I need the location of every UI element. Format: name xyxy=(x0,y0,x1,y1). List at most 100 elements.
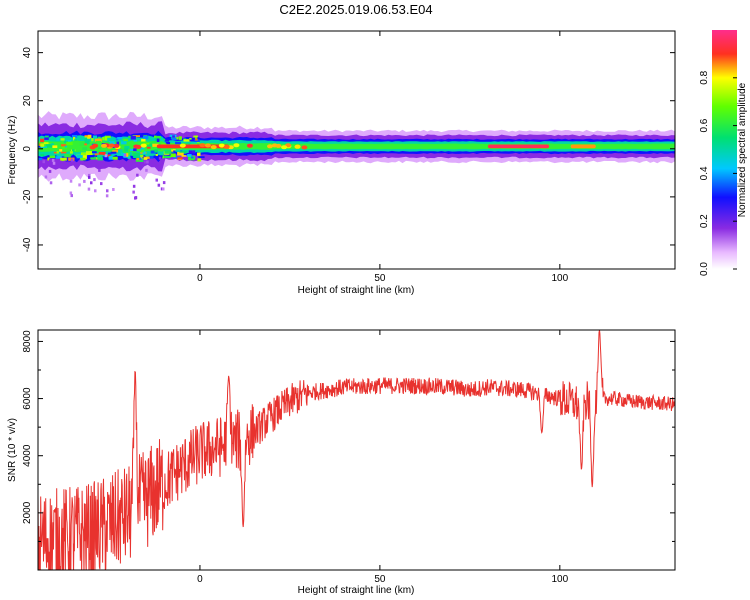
spectrogram-speckle xyxy=(60,151,67,154)
spectrogram-speckle xyxy=(133,148,137,152)
snr-frame-bg xyxy=(38,330,675,570)
snr-ytick-label: 8000 xyxy=(22,330,33,353)
spectrogram-speckle xyxy=(117,137,123,140)
spectrogram-speckle xyxy=(144,142,150,145)
spectrogram-speckle xyxy=(192,150,196,154)
spectrogram-outlier xyxy=(105,194,109,198)
spectrogram-hotspot xyxy=(210,145,217,150)
spectrogram-speckle xyxy=(182,150,187,154)
spectrogram-speckle xyxy=(108,156,113,160)
spectrogram-hotspot xyxy=(294,144,301,149)
spectrogram-hotspot xyxy=(92,143,99,148)
spectrogram-hotspot xyxy=(108,143,115,148)
spectrogram-speckle xyxy=(124,145,130,150)
spectrogram-speckle xyxy=(136,156,140,161)
spectrogram-outlier xyxy=(70,158,74,162)
snr-frame xyxy=(37,329,676,571)
spectrogram-speckle xyxy=(56,137,60,141)
snr-ytick-label: 4000 xyxy=(22,444,33,467)
colorbar-tick-label: 0.6 xyxy=(699,118,710,132)
spectrogram-speckle xyxy=(176,147,182,150)
spectrogram-panel: 0 50 100 -40 -20 0 20 40 Height of straight lin… xyxy=(7,30,676,296)
spectrogram-xtick-label: 50 xyxy=(374,273,386,284)
spectrogram-speckle xyxy=(177,157,182,161)
spectrogram-speckle xyxy=(59,149,63,152)
spectrogram-outlier xyxy=(78,183,81,187)
spectrogram-speckle xyxy=(76,155,83,159)
spectrogram-speckle xyxy=(82,155,87,160)
spectrogram-outlier xyxy=(132,184,136,188)
spectrogram-speckle xyxy=(125,153,129,157)
spectrogram-speckle xyxy=(177,152,184,156)
spectrogram-speckle xyxy=(60,138,65,141)
spectrogram-speckle xyxy=(97,157,104,161)
spectrogram-speckle xyxy=(107,152,112,155)
spectrogram-speckle xyxy=(183,139,190,142)
spectrogram-speckle xyxy=(140,147,145,151)
snr-xtick-label: 100 xyxy=(551,574,568,585)
spectrogram-speckle xyxy=(79,142,85,146)
spectrogram-speckle xyxy=(190,156,194,159)
spectrogram-speckle xyxy=(140,158,144,162)
spectrogram-speckle xyxy=(197,152,201,156)
spectrogram-outlier xyxy=(162,181,166,185)
spectrogram-hotspot xyxy=(246,143,253,148)
spectrogram-hotspot xyxy=(113,143,120,148)
spectrogram-speckle xyxy=(84,136,90,139)
spectrogram-speckle xyxy=(45,135,49,138)
spectrogram-speckle xyxy=(191,140,197,144)
spectrogram-speckle xyxy=(97,154,103,159)
spectrogram-speckle xyxy=(55,156,62,159)
spectrogram-outlier xyxy=(83,179,86,183)
spectrogram-outlier xyxy=(123,153,127,157)
spectrogram-bright-segment xyxy=(487,144,550,149)
spectrogram-speckle xyxy=(71,149,75,152)
spectrogram-speckle xyxy=(90,157,96,160)
spectrogram-speckle xyxy=(95,140,102,143)
spectrogram-outlier xyxy=(162,187,165,191)
spectrogram-speckle xyxy=(110,151,117,154)
spectrogram-hotspot xyxy=(101,143,107,148)
spectrogram-speckle xyxy=(85,151,93,155)
spectrogram-speckle xyxy=(94,156,97,160)
spectrogram-speckle xyxy=(172,135,175,138)
spectrogram-outlier xyxy=(157,183,161,187)
spectrogram-speckle xyxy=(47,157,51,161)
spectrogram-speckle xyxy=(84,143,87,146)
spectrogram-speckle xyxy=(162,155,165,159)
spectrogram-speckle xyxy=(171,137,177,141)
spectrogram-outlier xyxy=(42,160,45,164)
spectrogram-speckle xyxy=(102,136,105,141)
spectrogram-speckle xyxy=(175,141,181,145)
spectrogram-speckle xyxy=(80,152,87,156)
colorbar-tick-label: 0.8 xyxy=(699,70,710,84)
spectrogram-speckle xyxy=(53,151,57,154)
spectrogram-speckle xyxy=(64,140,68,143)
spectrogram-speckle xyxy=(84,140,90,145)
spectrogram-outlier xyxy=(49,158,52,162)
spectrogram-speckle xyxy=(154,135,157,138)
spectrogram-speckle xyxy=(74,138,77,141)
spectrogram-speckle xyxy=(143,157,148,160)
spectrogram-outlier xyxy=(69,179,73,183)
spectrogram-speckle xyxy=(98,147,101,149)
spectrogram-speckle xyxy=(177,157,183,159)
spectrogram-outlier xyxy=(51,158,55,162)
spectrogram-speckle xyxy=(105,135,111,138)
spectrogram-hotspot xyxy=(218,143,225,148)
spectrogram-speckle xyxy=(170,153,176,158)
spectrogram-speckle xyxy=(97,136,101,139)
spectrogram-hotspot xyxy=(140,143,147,148)
snr-panel: 0 50 100 2000 4000 6000 8000 Height of straigh… xyxy=(7,329,676,596)
spectrogram-speckle xyxy=(156,138,160,142)
spectrogram-band-layer xyxy=(38,140,675,153)
snr-xlabel: Height of straight line (km) xyxy=(298,585,415,596)
colorbar: 0.0 0.2 0.4 0.6 0.8 Normalized spectral ampl… xyxy=(699,30,748,276)
spectrogram-xlabel: Height of straight line (km) xyxy=(298,285,415,296)
spectrogram-ytick-label: 20 xyxy=(22,95,33,107)
spectrogram-speckle xyxy=(151,141,156,145)
spectrogram-speckle xyxy=(186,143,192,145)
colorbar-ticks: 0.0 0.2 0.4 0.6 0.8 xyxy=(699,70,737,276)
spectrogram-hotspot xyxy=(267,144,273,149)
